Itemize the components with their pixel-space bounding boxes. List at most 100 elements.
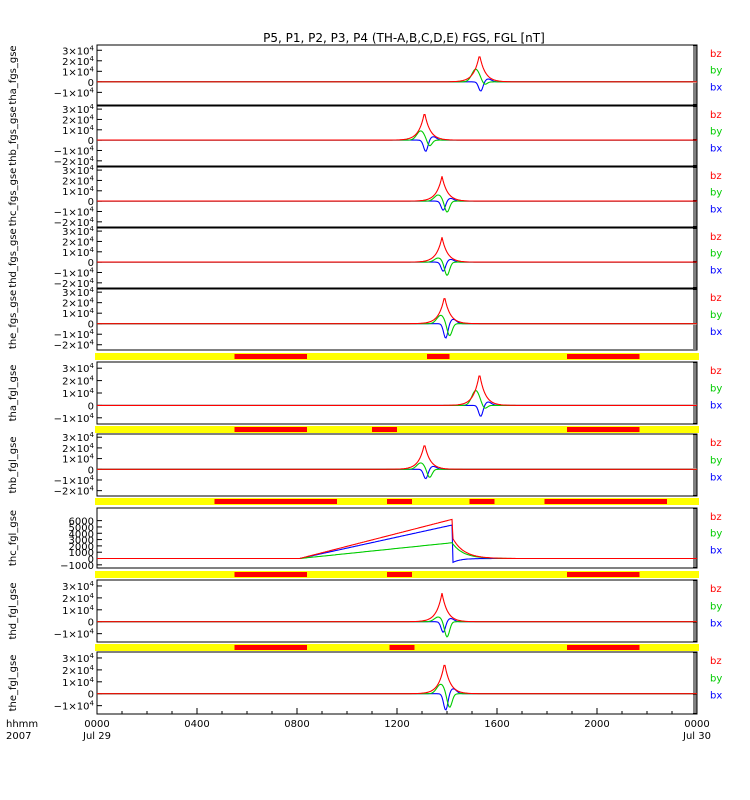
y-tick-label: 2000: [69, 542, 94, 553]
legend-bx: bx: [710, 143, 722, 154]
legend-by: by: [710, 383, 722, 394]
y-tick-label: 1×104: [62, 246, 94, 259]
series-bx: [97, 524, 697, 564]
x-tick-label: 1600: [484, 719, 509, 730]
series-bx: [97, 197, 697, 211]
series-bz: [97, 375, 697, 406]
legend-by: by: [710, 673, 722, 684]
legend-bx: bx: [710, 473, 722, 484]
y-axis-label: thc_fgl_gse: [8, 510, 19, 566]
series-by: [97, 194, 697, 213]
series-by: [97, 130, 697, 147]
legend-bz: bz: [710, 49, 722, 60]
y-tick-label: −1×104: [54, 474, 95, 487]
legend-bx: bx: [710, 619, 722, 630]
y-axis-label: tha_fgl_gse: [8, 365, 19, 422]
y-tick-label: 3×104: [62, 580, 94, 593]
x-year-label: 2007: [6, 731, 31, 742]
y-tick-label: 1×104: [62, 676, 94, 689]
availability-segment: [567, 645, 640, 650]
legend-bz: bz: [710, 110, 722, 121]
legend-bz: bz: [710, 171, 722, 182]
y-tick-label: 5000: [69, 523, 94, 534]
y-tick-label: 2×104: [62, 297, 94, 310]
y-tick-label: 0: [88, 555, 94, 566]
series-bx: [97, 688, 697, 711]
panel-frame: [96, 166, 698, 228]
y-tick-label: −2×104: [54, 339, 95, 352]
y-tick-label: 2×104: [62, 113, 94, 126]
legend-by: by: [710, 66, 722, 77]
y-tick-label: 1×104: [62, 604, 94, 617]
y-tick-label: 1×104: [62, 124, 94, 137]
availability-segment: [234, 572, 307, 577]
series-by: [97, 257, 697, 277]
y-tick-label: 1×104: [62, 185, 94, 198]
y-tick-label: 3×104: [62, 225, 94, 238]
right-edge-ticks: [693, 508, 697, 568]
y-tick-label: 2×104: [62, 55, 94, 68]
availability-segment: [427, 354, 450, 359]
y-tick-label: 0: [88, 465, 94, 476]
y-tick-label: 2×104: [62, 235, 94, 248]
right-edge-ticks: [693, 434, 697, 496]
x-tick-label: 0800: [284, 719, 309, 730]
series-bx: [97, 136, 697, 152]
panel-frame: [96, 579, 698, 643]
y-tick-label: −2×104: [54, 277, 95, 290]
y-tick-label: −1×104: [54, 628, 95, 641]
legend-by: by: [710, 188, 722, 199]
y-axis-label: thd_fgs_gse: [8, 228, 19, 287]
legend-bx: bx: [710, 82, 722, 93]
legend-bz: bz: [710, 232, 722, 243]
legend-bx: bx: [710, 204, 722, 215]
legend-by: by: [710, 455, 722, 466]
y-tick-label: 2×104: [62, 174, 94, 187]
series-by: [97, 462, 697, 478]
x-corner-label: hhmm: [6, 719, 38, 730]
y-tick-label: 0: [88, 258, 94, 269]
y-tick-label: 3×104: [62, 652, 94, 665]
series-by: [97, 616, 697, 638]
panel-frame: [96, 361, 698, 425]
y-tick-label: −1×104: [54, 86, 95, 99]
y-tick-label: 1×104: [62, 65, 94, 78]
legend-bx: bx: [710, 265, 722, 276]
right-edge-ticks: [693, 228, 697, 288]
x-tick-label: 0400: [184, 719, 209, 730]
panel-frame: [96, 433, 698, 497]
y-tick-label: 3×104: [62, 362, 94, 375]
y-tick-label: −1×104: [54, 700, 95, 713]
availability-segment: [567, 572, 640, 577]
y-tick-label: 0: [88, 401, 94, 412]
series-bx: [97, 617, 697, 633]
series-bz: [97, 518, 697, 560]
availability-bar-background: [95, 353, 699, 360]
y-tick-label: 0: [88, 618, 94, 629]
y-tick-label: −1000: [60, 561, 94, 572]
y-tick-label: 6000: [69, 517, 94, 528]
y-tick-label: 1×104: [62, 453, 94, 466]
right-edge-ticks: [693, 362, 697, 424]
y-tick-label: 3×104: [62, 103, 94, 116]
availability-segment: [214, 499, 337, 504]
y-tick-label: 0: [88, 320, 94, 331]
availability-segment: [389, 645, 415, 650]
y-axis-label: the_fgs_gse: [8, 290, 19, 349]
availability-segment: [234, 427, 307, 432]
legend-bz: bz: [710, 438, 722, 449]
x-tick-label: 1200: [384, 719, 409, 730]
x-tick-label: 0000: [684, 719, 709, 730]
legend-bz: bz: [710, 656, 722, 667]
availability-bars: [95, 353, 699, 651]
legend-bz: bz: [710, 584, 722, 595]
y-axis-label: thd_fgl_gse: [8, 583, 19, 640]
y-axis-label: thb_fgl_gse: [8, 437, 19, 494]
